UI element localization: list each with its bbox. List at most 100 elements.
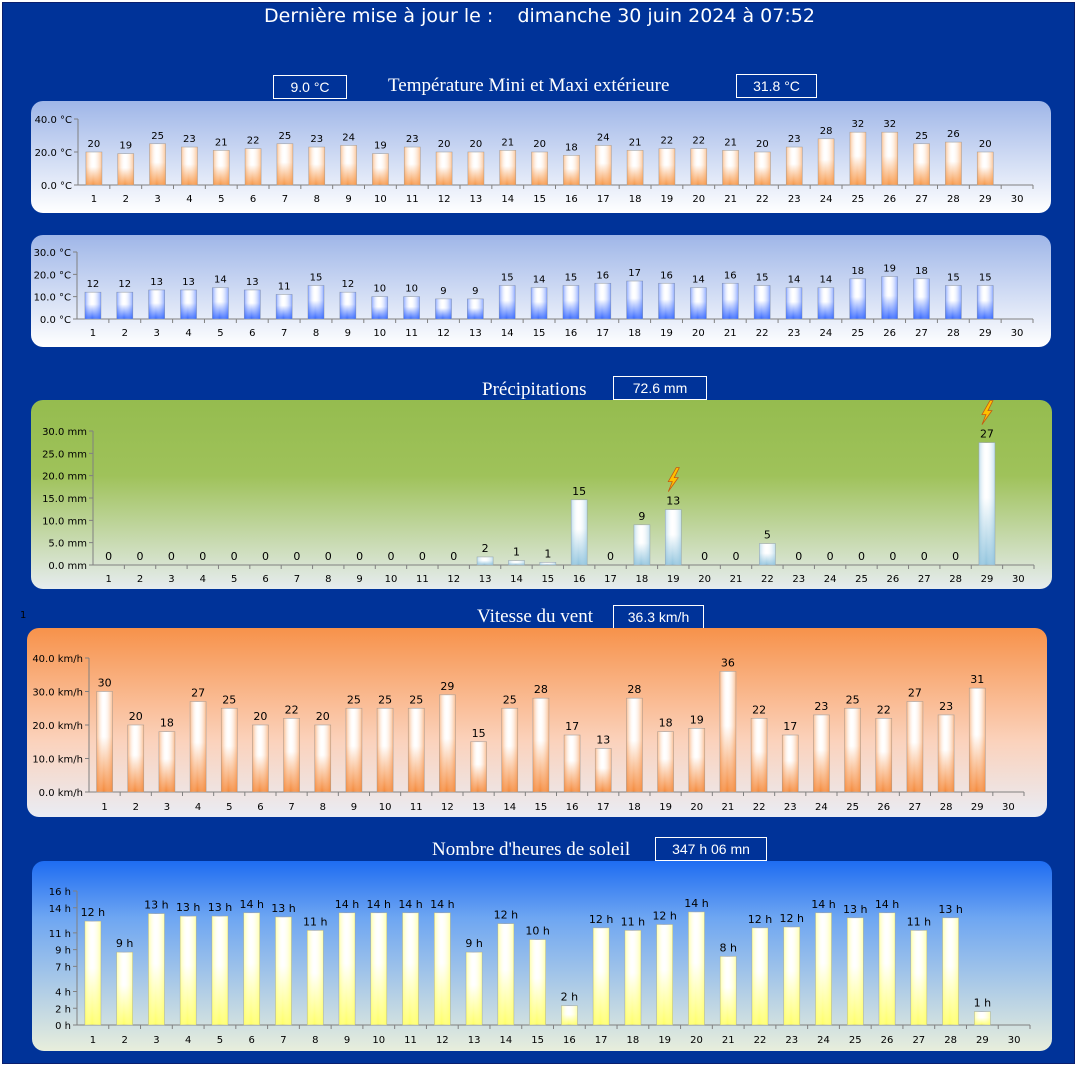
x-tick-label: 4 <box>186 194 192 205</box>
rain-bar-shade <box>759 543 776 565</box>
x-tick-label: 4 <box>185 1035 191 1046</box>
x-tick-label: 6 <box>249 328 255 339</box>
data-label: 14 h <box>811 898 835 911</box>
data-label: 22 <box>692 136 705 147</box>
tmax-bar-shade <box>181 147 198 185</box>
x-tick-label: 27 <box>912 1035 925 1046</box>
x-tick-label: 2 <box>123 194 129 205</box>
data-label: 28 <box>534 683 548 696</box>
wind-bar-shade <box>813 714 830 792</box>
data-label: 0 <box>231 550 238 563</box>
x-tick-label: 22 <box>756 328 769 339</box>
data-label: 18 <box>565 142 578 153</box>
x-tick-label: 1 <box>90 328 96 339</box>
sun-bar-shade <box>942 917 959 1025</box>
x-tick-label: 21 <box>730 574 743 585</box>
x-tick-label: 28 <box>947 194 960 205</box>
x-tick-label: 15 <box>533 194 546 205</box>
x-tick-label: 20 <box>692 328 705 339</box>
data-label: 22 <box>285 703 299 716</box>
data-label: 13 <box>666 495 680 508</box>
x-tick-label: 3 <box>154 194 160 205</box>
data-label: 20 <box>470 139 483 150</box>
y-tick-label: 4 h <box>55 988 71 999</box>
data-label: 1 h <box>974 997 991 1010</box>
data-label: 28 <box>627 683 641 696</box>
x-tick-label: 15 <box>541 574 554 585</box>
sunshine-title: Nombre d'heures de soleil <box>432 839 631 860</box>
data-label: 21 <box>501 137 514 148</box>
x-tick-label: 20 <box>690 1035 703 1046</box>
data-label: 19 <box>374 141 387 152</box>
data-label: 15 <box>979 273 992 284</box>
data-label: 9 h <box>465 937 482 950</box>
precipitation-total-box: 72.6 mm <box>613 376 707 400</box>
data-label: 16 <box>596 270 609 281</box>
tmax-bar-shade <box>627 150 644 185</box>
data-label: 20 <box>316 710 330 723</box>
tmin-bar-shade <box>276 294 293 319</box>
data-label: 25 <box>222 693 236 706</box>
data-label: 9 <box>440 286 446 297</box>
y-tick-label: 0.0 °C <box>40 315 71 326</box>
tmax-bar-shade <box>754 152 771 185</box>
tmax-bar-shade <box>722 150 739 185</box>
x-tick-label: 7 <box>280 1035 286 1046</box>
data-label: 23 <box>788 134 801 145</box>
x-tick-label: 3 <box>168 574 174 585</box>
tmax-bar-shade <box>85 152 102 185</box>
data-label: 12 h <box>81 906 105 919</box>
x-tick-label: 11 <box>416 574 429 585</box>
rain-bar-shade <box>633 524 650 565</box>
data-label: 25 <box>915 131 928 142</box>
wind-bar-shade <box>190 701 207 792</box>
last-update-label: Dernière mise à jour le : <box>264 5 494 27</box>
lightning-icon <box>981 400 994 425</box>
wind-bar-shade <box>844 708 861 792</box>
rain-bar-shade <box>508 560 525 565</box>
data-label: 27 <box>908 687 922 700</box>
tmax-bar-shade <box>595 145 612 185</box>
x-tick-label: 21 <box>722 802 735 813</box>
wind-bar-shade <box>345 708 362 792</box>
temp-max-value-box: 31.8 °C <box>736 74 817 98</box>
tmax-bar-shade <box>245 148 262 185</box>
x-tick-label: 16 <box>563 1035 576 1046</box>
x-tick-label: 6 <box>249 1035 255 1046</box>
data-label: 0 <box>889 550 896 563</box>
data-label: 22 <box>661 136 674 147</box>
x-tick-label: 16 <box>565 328 578 339</box>
data-label: 14 h <box>335 898 359 911</box>
data-label: 14 h <box>398 898 422 911</box>
x-tick-label: 21 <box>724 328 737 339</box>
data-label: 8 h <box>719 941 736 954</box>
data-label: 18 <box>915 266 928 277</box>
x-tick-label: 22 <box>753 802 766 813</box>
rain-bar-shade <box>571 499 588 565</box>
x-tick-label: 4 <box>185 328 191 339</box>
x-tick-label: 9 <box>351 802 357 813</box>
tmax-bar-shade <box>690 148 707 185</box>
data-label: 0 <box>387 550 394 563</box>
data-label: 14 h <box>367 898 391 911</box>
x-tick-label: 29 <box>981 574 994 585</box>
data-label: 12 <box>341 279 354 290</box>
tmax-bar-shade <box>372 153 389 185</box>
data-label: 1 <box>513 546 520 559</box>
data-label: 26 <box>947 129 960 140</box>
data-label: 13 <box>246 277 259 288</box>
tmin-bar-shade <box>499 285 516 319</box>
data-label: 22 <box>752 703 766 716</box>
tmax-bar-shade <box>213 150 230 185</box>
x-tick-label: 11 <box>404 1035 417 1046</box>
data-label: 20 <box>979 139 992 150</box>
wind-bar-shade <box>595 748 612 792</box>
tmin-bar-shade <box>180 289 197 319</box>
x-tick-label: 11 <box>405 328 418 339</box>
sun-bar-shade <box>339 912 356 1025</box>
x-tick-label: 18 <box>636 574 649 585</box>
tmin-bar-shade <box>339 292 356 319</box>
x-tick-label: 25 <box>852 194 865 205</box>
data-label: 15 <box>501 273 514 284</box>
data-label: 25 <box>279 131 292 142</box>
